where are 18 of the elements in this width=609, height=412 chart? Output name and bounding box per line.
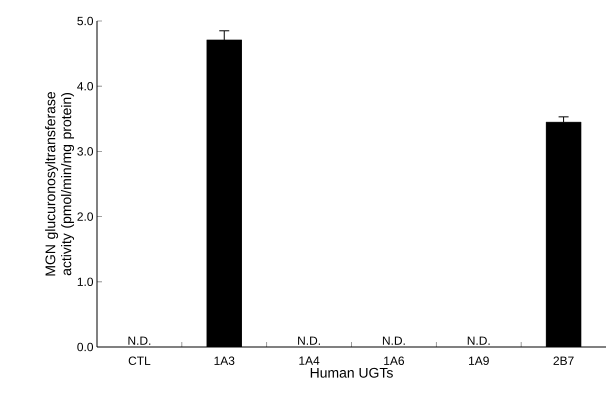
x-tick-label: 1A4: [299, 356, 320, 365]
y-tick-label: 3.0: [77, 147, 94, 156]
text: N.D.: [468, 336, 490, 345]
x-tick-label: 1A6: [384, 356, 404, 365]
y-tick-label: 1.0: [78, 278, 94, 286]
text: N.D.: [382, 336, 405, 345]
x-axis-title: Human UGTs: [310, 368, 393, 378]
y-tick-label: 0.0: [77, 342, 94, 352]
y-axis-title: MGN glucuronosyltransferase activity (pmol/min/mg protein): [45, 92, 74, 276]
x-tick-label: 1A3: [214, 356, 234, 365]
x-tick-label: 1A9: [469, 356, 489, 365]
y-tick-label: 2.0: [77, 212, 94, 221]
text: N.D.: [128, 336, 150, 345]
x-tick-label: CTL: [128, 356, 150, 365]
x-tick-label: 2B7: [554, 356, 574, 365]
y-tick-label: 4.0: [77, 82, 94, 90]
text: N.D.: [298, 336, 320, 345]
y-tick-label: 5.0: [77, 16, 94, 26]
